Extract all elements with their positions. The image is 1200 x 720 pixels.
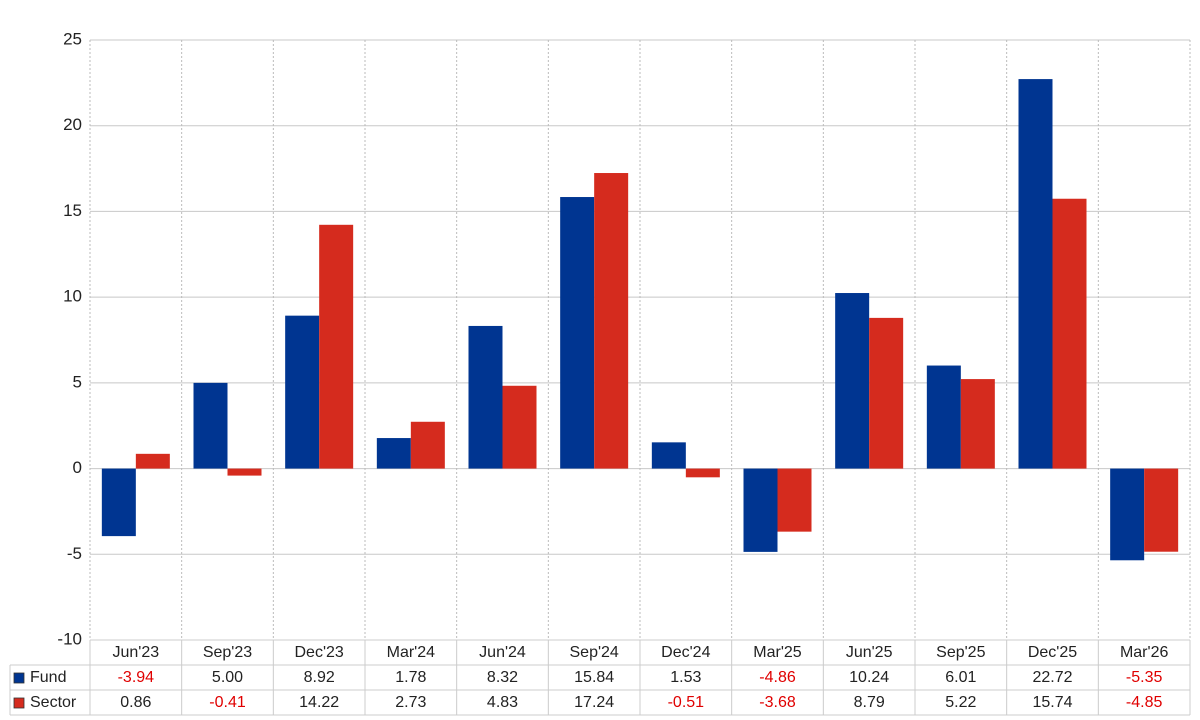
bar [135,453,170,469]
bar [594,173,629,469]
table-value: -4.85 [1126,694,1163,711]
bar [1018,79,1053,469]
y-tick-label: 10 [63,287,82,306]
bar [869,317,904,469]
table-value: 8.92 [304,669,335,686]
table-value: -0.51 [668,694,705,711]
bar [960,379,995,469]
table-value: -3.68 [759,694,796,711]
table-value: 2.73 [395,694,426,711]
x-tick-label: Jun'25 [846,644,893,661]
bar [101,468,136,537]
table-value: 5.22 [945,694,976,711]
table-value: 8.32 [487,669,518,686]
table-value: 8.79 [854,694,885,711]
bar [926,365,961,469]
table-value: -0.41 [209,694,246,711]
table-value: 10.24 [849,669,889,686]
table-value: -3.94 [118,669,155,686]
y-tick-label: 5 [73,372,82,391]
table-value: 17.24 [574,694,614,711]
bar [743,468,778,552]
table-value: 1.78 [395,669,426,686]
table-value: 14.22 [299,694,339,711]
table-value: -4.86 [759,669,796,686]
table-value: 6.01 [945,669,976,686]
bar [502,385,537,469]
bar [319,224,354,469]
bar [651,442,686,469]
table-value: 5.00 [212,669,243,686]
y-tick-label: 20 [63,115,82,134]
bar [1052,198,1087,469]
bar [376,438,411,469]
y-tick-label: 15 [63,201,82,220]
table-value: -5.35 [1126,669,1163,686]
bar [777,468,812,532]
x-tick-label: Jun'24 [479,644,526,661]
x-tick-label: Mar'26 [1120,644,1169,661]
x-tick-label: Sep'23 [203,644,252,661]
y-tick-label: -5 [67,544,82,563]
y-tick-label: 0 [73,458,82,477]
x-tick-label: Dec'24 [661,644,710,661]
bar [560,197,595,469]
table-value: 15.84 [574,669,614,686]
x-tick-label: Sep'25 [936,644,985,661]
bar [1144,468,1179,552]
y-tick-label: -10 [57,629,82,648]
legend-swatch [13,672,25,684]
bar [468,325,503,469]
bar [685,468,720,478]
table-value: 1.53 [670,669,701,686]
table-value: 4.83 [487,694,518,711]
table-value: 15.74 [1032,694,1072,711]
bar [193,382,228,469]
x-tick-label: Dec'25 [1028,644,1077,661]
legend-swatch [13,697,25,709]
bar [1110,468,1145,561]
x-tick-label: Jun'23 [113,644,160,661]
table-value: 0.86 [120,694,151,711]
legend-label: Fund [30,669,66,686]
table-value: 22.72 [1032,669,1072,686]
bar [410,421,445,469]
bar [835,293,870,469]
x-tick-label: Dec'23 [295,644,344,661]
x-tick-label: Mar'24 [387,644,436,661]
x-tick-label: Sep'24 [570,644,619,661]
x-tick-label: Mar'25 [753,644,802,661]
bar [285,315,320,469]
legend-label: Sector [30,694,77,711]
y-tick-label: 25 [63,29,82,48]
bar [227,468,262,476]
